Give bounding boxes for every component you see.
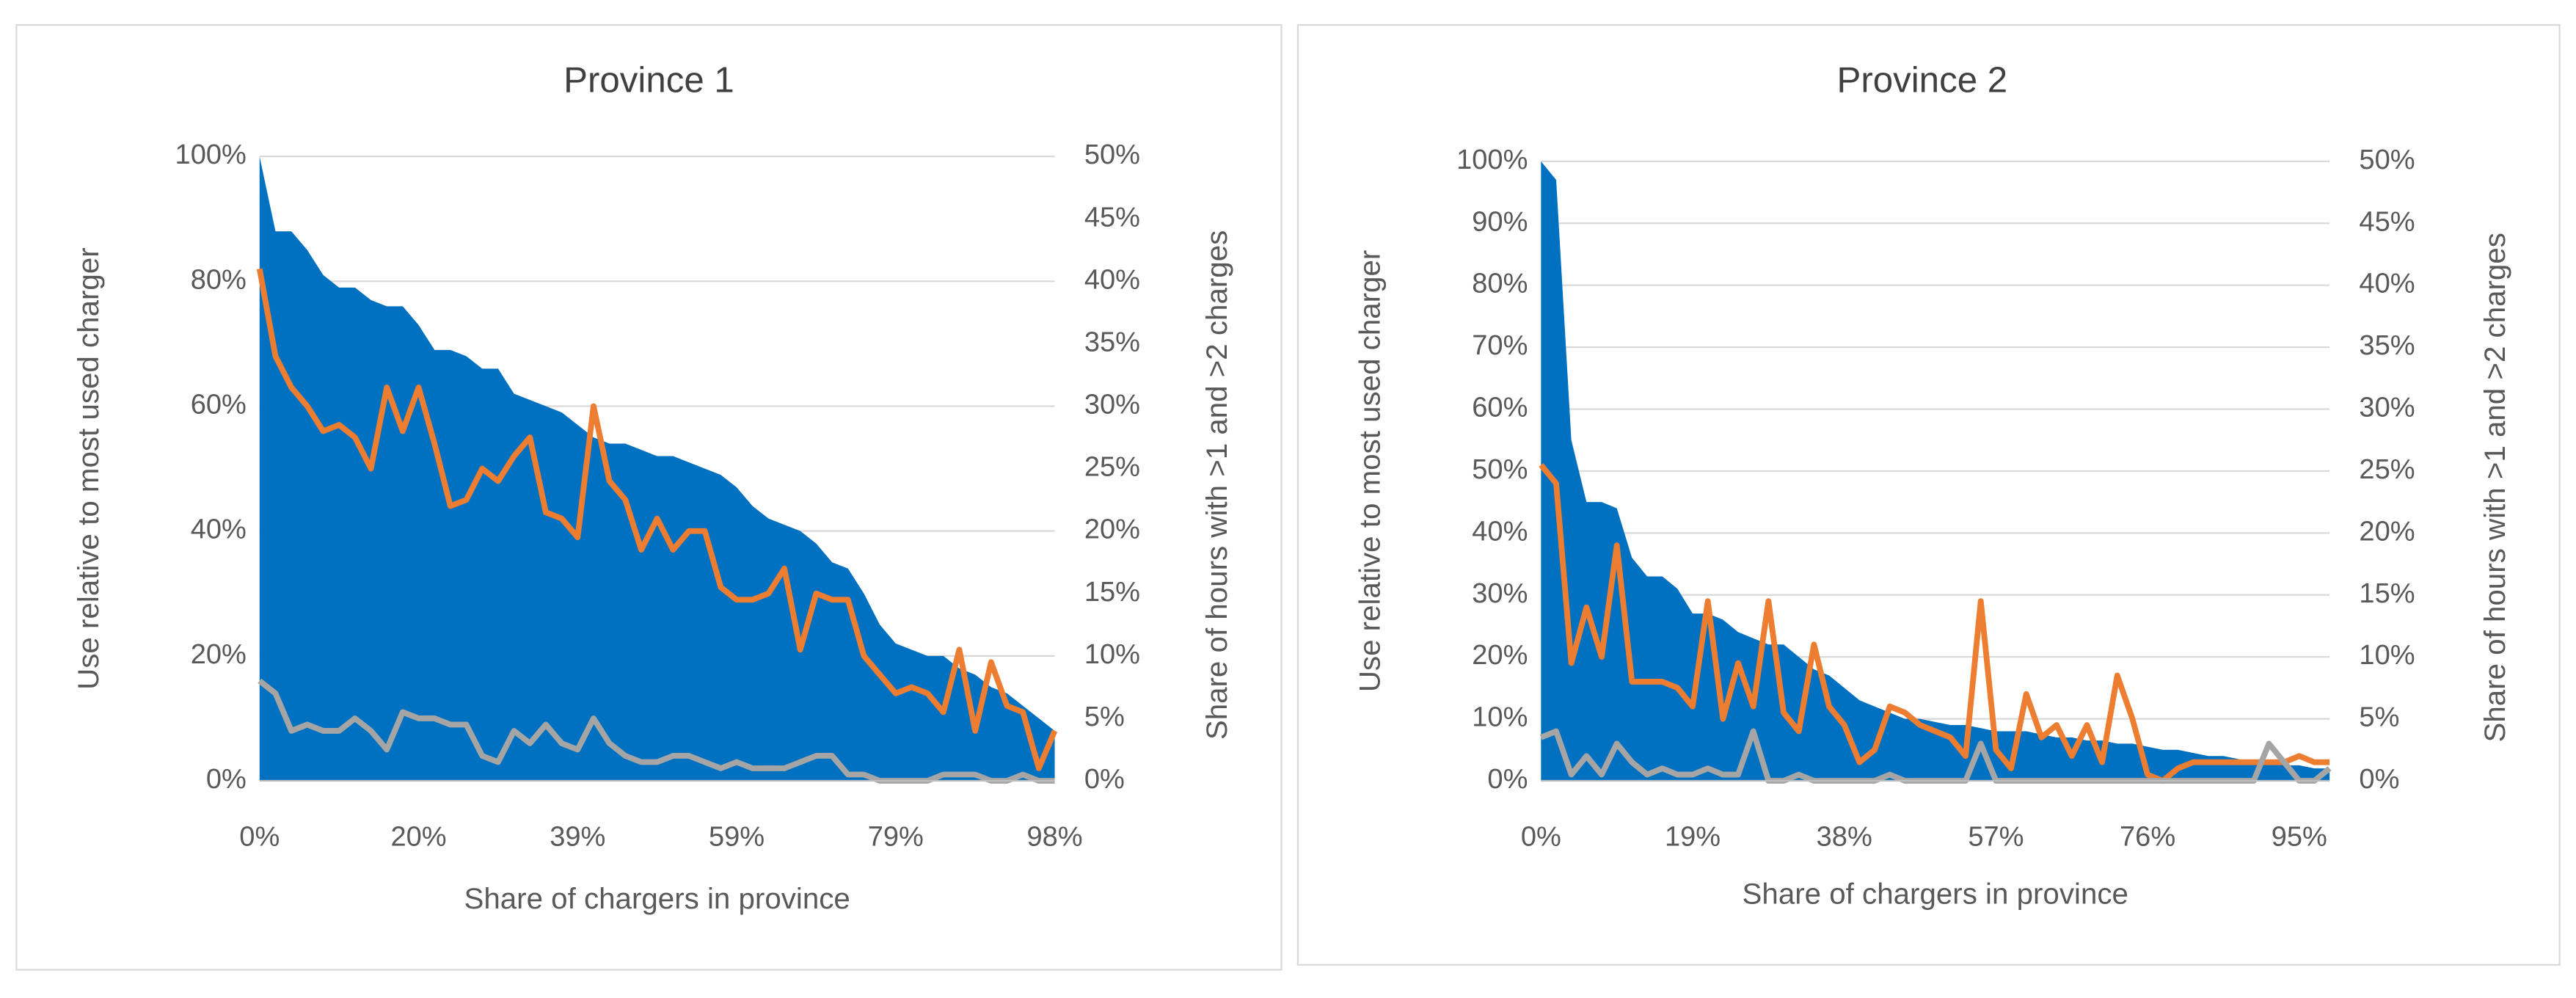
y2-tick-label: 10% (1084, 639, 1140, 670)
x-tick-label: 0% (239, 821, 280, 852)
y2-axis-label: Share of hours with >1 and >2 charges (2478, 233, 2511, 742)
y2-tick-label: 20% (2359, 516, 2415, 547)
y-tick-label: 0% (206, 764, 247, 795)
y-tick-label: 40% (191, 514, 247, 545)
y-tick-label: 90% (1472, 206, 1528, 237)
y2-tick-label: 5% (2359, 702, 2399, 733)
y2-tick-label: 35% (1084, 327, 1140, 357)
y2-axis-label: Share of hours with >1 and >2 charges (1200, 230, 1233, 740)
y-tick-label: 100% (1456, 145, 1528, 175)
y2-tick-label: 0% (2359, 764, 2399, 795)
x-tick-label: 59% (709, 821, 765, 852)
y-tick-label: 0% (1487, 764, 1528, 795)
y-axis-label: Use relative to most used charger (1353, 250, 1386, 693)
chart-title: Province 2 (1836, 59, 2007, 100)
y2-tick-label: 45% (2359, 206, 2415, 237)
y2-tick-label: 40% (2359, 269, 2415, 299)
x-tick-label: 38% (1817, 821, 1872, 852)
panel (1296, 23, 2561, 966)
x-tick-label: 0% (1521, 821, 1561, 852)
x-axis-label: Share of chargers in province (1743, 877, 2128, 910)
y-tick-label: 20% (1472, 640, 1528, 671)
y-tick-label: 60% (191, 390, 247, 420)
y2-tick-label: 50% (1084, 139, 1140, 170)
x-tick-label: 39% (550, 821, 605, 852)
x-tick-label: 57% (1968, 821, 2024, 852)
y2-tick-label: 35% (2359, 330, 2415, 361)
y2-tick-label: 0% (1084, 764, 1125, 795)
y2-tick-label: 5% (1084, 702, 1125, 732)
x-axis-label: Share of chargers in province (464, 882, 850, 915)
x-tick-label: 76% (2120, 821, 2175, 852)
x-tick-label: 20% (390, 821, 446, 852)
y-tick-label: 20% (191, 639, 247, 670)
y-tick-label: 60% (1472, 393, 1528, 423)
y2-tick-label: 40% (1084, 264, 1140, 295)
line (1539, 463, 2330, 784)
y2-tick-label: 15% (1084, 577, 1140, 608)
y-tick-label: 70% (1472, 330, 1528, 361)
y2-tick-label: 50% (2359, 145, 2415, 175)
line (256, 268, 1058, 771)
y2-tick-label: 25% (2359, 454, 2415, 485)
y2-tick-label: 10% (2359, 640, 2415, 671)
y-tick-label: 50% (1472, 454, 1528, 485)
y-tick-label: 80% (1472, 269, 1528, 299)
chart-title: Province 1 (563, 59, 734, 100)
y-axis-label: Use relative to most used charger (72, 247, 105, 690)
x-tick-label: 98% (1026, 821, 1082, 852)
y-tick-label: 100% (175, 139, 247, 170)
y-tick-label: 10% (1472, 702, 1528, 733)
x-tick-label: 79% (868, 821, 924, 852)
y2-tick-label: 30% (2359, 393, 2415, 423)
x-tick-label: 95% (2272, 821, 2327, 852)
y2-tick-label: 45% (1084, 202, 1140, 233)
y-tick-label: 40% (1472, 516, 1528, 547)
y2-tick-label: 15% (2359, 578, 2415, 609)
y-tick-label: 30% (1472, 578, 1528, 609)
y-tick-label: 80% (191, 264, 247, 295)
y2-tick-label: 30% (1084, 390, 1140, 420)
x-tick-label: 19% (1665, 821, 1721, 852)
area (1541, 161, 2330, 782)
y2-tick-label: 25% (1084, 452, 1140, 483)
y2-tick-label: 20% (1084, 514, 1140, 545)
